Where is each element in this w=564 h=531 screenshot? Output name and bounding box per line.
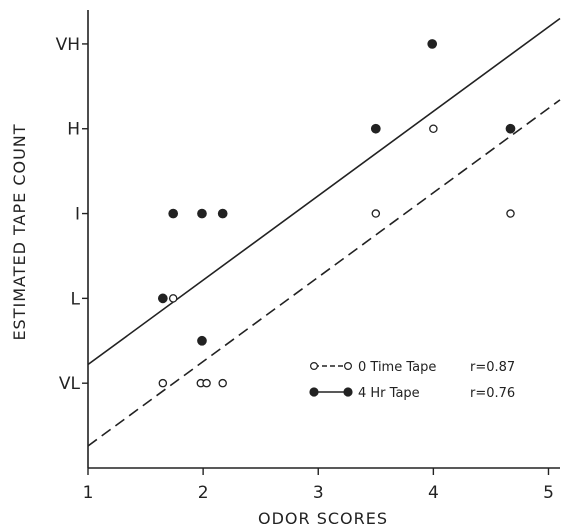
y-axis-title: ESTIMATED TAPE COUNT bbox=[10, 123, 29, 340]
point-0-time-tape bbox=[218, 378, 227, 388]
x-tick-label: 4 bbox=[428, 483, 439, 503]
point-4-hr-tape bbox=[370, 123, 381, 134]
y-tick-label: VH bbox=[56, 35, 80, 55]
legend-marker bbox=[309, 387, 319, 397]
point-4-hr-tape bbox=[157, 293, 168, 304]
legend: 0 Time Tape r=0.87 4 Hr Tape r=0.76 bbox=[309, 360, 515, 401]
point-4-hr-tape bbox=[197, 335, 207, 346]
point-4-hr-tape bbox=[427, 39, 438, 49]
y-tick-label: VL bbox=[59, 374, 81, 394]
axes: 1 2 3 4 5 VL L I H VH bbox=[56, 10, 560, 503]
point-4-hr-tape bbox=[197, 208, 207, 219]
y-tick-label: L bbox=[71, 289, 81, 309]
y-tick-label: I bbox=[75, 205, 80, 225]
point-4-hr-tape bbox=[168, 208, 179, 219]
x-axis-title: ODOR SCORES bbox=[258, 509, 388, 528]
point-4-hr-tape bbox=[505, 123, 516, 134]
fit-line-0-time bbox=[88, 99, 561, 447]
legend-marker bbox=[344, 362, 353, 371]
point-4-hr-tape bbox=[217, 208, 228, 219]
point-0-time-tape bbox=[202, 378, 211, 388]
legend-marker bbox=[310, 362, 319, 371]
x-tick-label: 5 bbox=[543, 483, 554, 503]
legend-r-value: r=0.76 bbox=[470, 386, 515, 401]
y-tick-label: H bbox=[67, 120, 80, 140]
legend-r-value: r=0.87 bbox=[470, 360, 515, 375]
point-0-time-tape bbox=[371, 209, 381, 218]
legend-series-name: 0 Time Tape bbox=[358, 360, 436, 375]
x-tick-label: 1 bbox=[83, 483, 94, 503]
point-0-time-tape bbox=[168, 294, 178, 303]
x-tick-label: 2 bbox=[198, 483, 209, 503]
legend-series-name: 4 Hr Tape bbox=[358, 386, 420, 401]
x-tick-label: 3 bbox=[313, 483, 324, 503]
point-0-time-tape bbox=[429, 124, 438, 133]
fit-line-4-hr bbox=[88, 17, 561, 366]
point-0-time-tape bbox=[158, 378, 168, 388]
legend-marker bbox=[343, 387, 353, 397]
point-0-time-tape bbox=[506, 209, 515, 218]
plot-area bbox=[88, 17, 561, 447]
